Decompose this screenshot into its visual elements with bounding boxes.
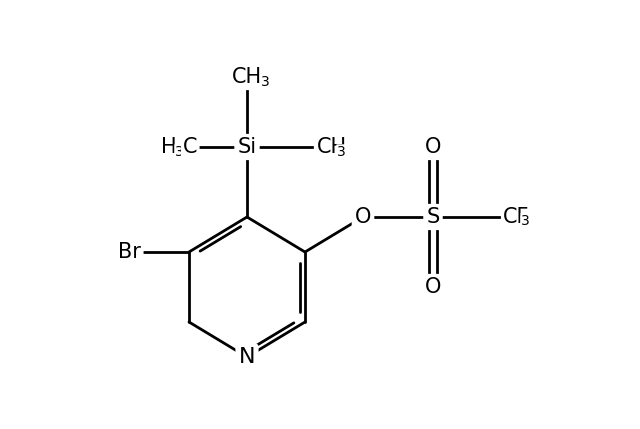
Text: CF: CF	[503, 207, 529, 227]
Text: S: S	[426, 207, 440, 227]
Text: O: O	[355, 207, 371, 227]
Text: 3: 3	[261, 75, 269, 89]
Text: 3: 3	[337, 145, 346, 159]
Text: CH: CH	[232, 67, 262, 87]
Text: C: C	[183, 137, 198, 157]
Text: Si: Si	[237, 137, 257, 157]
Text: H: H	[161, 137, 177, 157]
Text: 3: 3	[521, 214, 530, 228]
Text: Br: Br	[118, 242, 140, 262]
Text: 3: 3	[175, 145, 184, 159]
Text: CH: CH	[317, 137, 347, 157]
Text: O: O	[425, 277, 441, 297]
Text: N: N	[239, 347, 255, 367]
Text: O: O	[425, 137, 441, 157]
